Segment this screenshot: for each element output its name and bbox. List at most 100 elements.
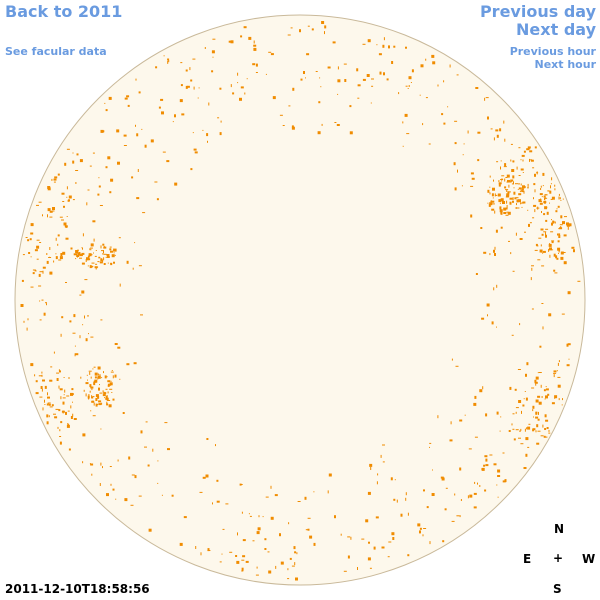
facula — [541, 303, 544, 304]
facula — [27, 318, 29, 321]
facula — [560, 226, 562, 230]
facula — [577, 280, 581, 282]
facula — [114, 343, 118, 345]
facula — [337, 79, 341, 83]
facula — [469, 494, 473, 498]
facula — [113, 261, 115, 264]
facula — [462, 154, 464, 156]
facula — [367, 39, 371, 43]
facula — [295, 577, 298, 581]
facula — [290, 27, 293, 29]
facula — [481, 467, 485, 471]
facula — [110, 178, 114, 182]
facula — [107, 391, 109, 394]
facula — [84, 315, 85, 319]
facula — [504, 186, 507, 189]
facula — [270, 485, 272, 489]
facula — [376, 481, 378, 485]
facula — [461, 185, 463, 187]
facula — [535, 383, 537, 386]
facula — [459, 419, 463, 422]
facula — [484, 455, 488, 458]
previous-day-link[interactable]: Previous day — [479, 2, 596, 21]
facula — [510, 181, 512, 183]
facula — [53, 351, 55, 354]
facula — [321, 21, 325, 24]
facula — [534, 249, 538, 251]
facula — [437, 415, 439, 419]
facula — [558, 193, 560, 196]
next-hour-link[interactable]: Next hour — [534, 58, 597, 71]
facula — [543, 201, 547, 204]
facula — [248, 36, 252, 40]
facula — [492, 197, 494, 199]
facula — [382, 44, 385, 48]
facula — [53, 260, 55, 263]
facula — [265, 496, 269, 498]
facula — [349, 105, 352, 108]
facula — [502, 201, 505, 204]
facula — [556, 370, 558, 372]
facula — [94, 379, 98, 383]
previous-hour-link[interactable]: Previous hour — [509, 45, 596, 58]
next-day-link[interactable]: Next day — [516, 20, 596, 39]
facula — [320, 86, 322, 88]
facula — [82, 233, 84, 237]
facula — [99, 261, 103, 264]
facula — [73, 314, 76, 318]
facula — [46, 303, 47, 306]
facula — [87, 255, 90, 258]
facula — [512, 160, 515, 163]
facula — [112, 375, 114, 379]
facula — [95, 263, 98, 265]
facula — [112, 250, 116, 252]
facula — [264, 548, 267, 550]
facula — [63, 222, 67, 226]
facula — [485, 458, 488, 462]
facula — [515, 197, 519, 199]
facula — [344, 79, 347, 82]
facula — [107, 400, 111, 401]
facula — [102, 390, 104, 393]
facular-data-link[interactable]: See facular data — [5, 45, 107, 58]
facula — [197, 97, 199, 99]
facula — [98, 185, 101, 188]
facula — [432, 469, 433, 471]
facula — [536, 442, 540, 445]
facula — [305, 529, 308, 531]
facula — [171, 494, 174, 497]
facula — [42, 407, 44, 411]
facula — [77, 252, 81, 256]
facula — [105, 256, 107, 258]
facula — [479, 389, 483, 393]
facula — [38, 273, 41, 277]
facula — [115, 498, 117, 500]
facula — [506, 195, 510, 198]
facula — [453, 162, 456, 166]
facula — [491, 200, 495, 203]
facula — [49, 247, 51, 250]
facula — [558, 196, 560, 200]
facula — [518, 183, 520, 185]
facula — [502, 480, 506, 483]
facula — [550, 198, 553, 200]
facula — [485, 97, 489, 99]
facula — [107, 383, 110, 387]
facula — [490, 128, 493, 130]
facula — [545, 436, 548, 438]
facula — [282, 125, 285, 126]
facula — [524, 231, 526, 233]
facula — [157, 460, 159, 462]
facula — [294, 551, 297, 554]
facula — [506, 205, 508, 208]
facula — [371, 78, 374, 80]
back-link[interactable]: Back to 2011 — [5, 2, 123, 21]
facula — [89, 371, 91, 375]
facula — [547, 190, 551, 192]
facula — [97, 376, 99, 380]
facula — [502, 452, 505, 454]
facula — [376, 44, 378, 46]
facula — [361, 538, 365, 540]
facula — [533, 204, 537, 207]
facula — [212, 38, 216, 40]
